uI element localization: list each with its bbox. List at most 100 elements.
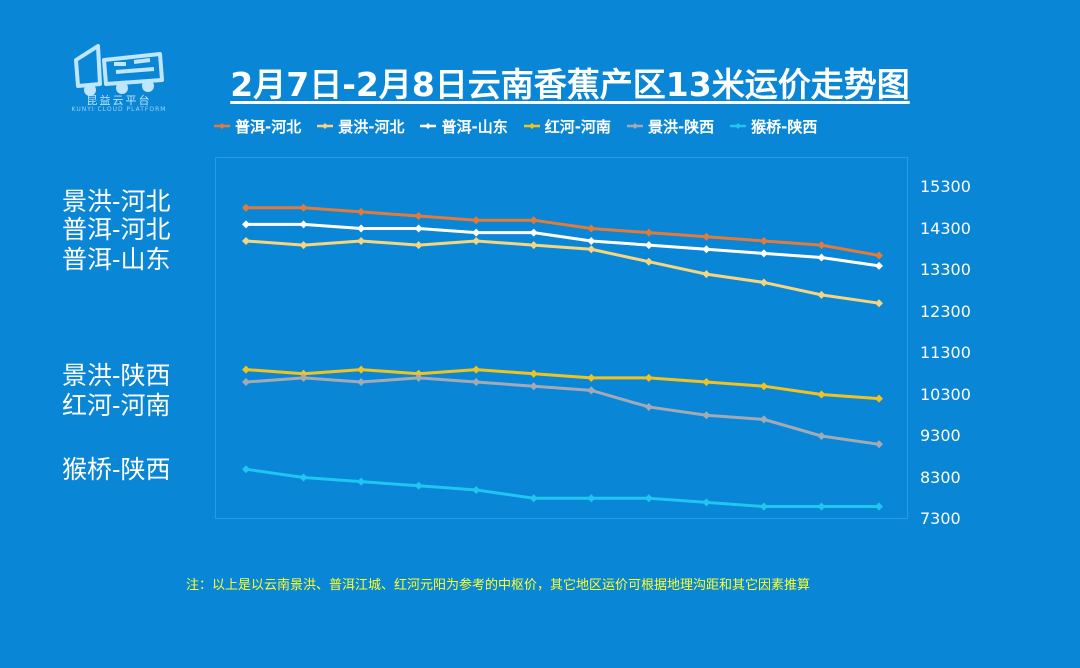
data-point bbox=[644, 228, 653, 237]
data-point bbox=[242, 236, 250, 245]
legend-label: 红河-河南 bbox=[544, 117, 611, 136]
data-point bbox=[357, 378, 366, 387]
series-line bbox=[245, 376, 880, 446]
data-point bbox=[529, 228, 538, 237]
data-point bbox=[644, 241, 653, 250]
legend-swatch bbox=[317, 123, 334, 129]
data-point bbox=[759, 236, 768, 245]
data-point bbox=[242, 203, 250, 212]
data-point bbox=[529, 369, 538, 378]
data-point bbox=[875, 299, 883, 308]
data-point bbox=[587, 224, 596, 233]
data-point bbox=[472, 228, 481, 237]
data-point bbox=[817, 241, 826, 250]
legend-item: 景洪-河北 bbox=[317, 116, 404, 137]
legend-swatch bbox=[420, 123, 437, 129]
truck-icon bbox=[74, 44, 164, 96]
data-point bbox=[242, 365, 250, 374]
y-tick-label: 10300 bbox=[920, 384, 971, 404]
data-point bbox=[817, 432, 826, 440]
legend-item: 猴桥-陕西 bbox=[730, 116, 817, 137]
plot-area bbox=[215, 157, 908, 519]
data-point bbox=[759, 502, 768, 511]
data-point bbox=[529, 216, 538, 225]
series-line bbox=[245, 239, 880, 305]
data-point bbox=[702, 270, 711, 279]
y-tick-label: 12300 bbox=[920, 301, 971, 321]
data-point bbox=[529, 241, 538, 250]
data-point bbox=[644, 257, 653, 266]
legend-item: 景洪-陕西 bbox=[626, 116, 715, 137]
legend-swatch bbox=[730, 123, 747, 129]
left-label-honghe-henan: 红河-河南 bbox=[62, 391, 171, 420]
data-point bbox=[644, 402, 653, 411]
data-point bbox=[357, 207, 366, 216]
left-label-jinghong-hebei: 景洪-河北 bbox=[62, 187, 171, 216]
chart-legend: 普洱-河北 景洪-河北 普洱-山东 红河-河南 景洪-陕西 猴桥-陕西 bbox=[214, 114, 924, 138]
y-tick-label: 14300 bbox=[920, 218, 971, 238]
data-point bbox=[414, 373, 423, 382]
data-point bbox=[817, 253, 826, 262]
legend-label: 普洱-山东 bbox=[441, 117, 508, 136]
data-point bbox=[817, 290, 826, 299]
data-point bbox=[299, 203, 308, 212]
data-point bbox=[817, 502, 826, 511]
data-point bbox=[702, 378, 711, 387]
data-point bbox=[529, 494, 538, 503]
data-point bbox=[587, 245, 596, 254]
data-point bbox=[242, 378, 250, 387]
data-point bbox=[875, 261, 883, 270]
data-point bbox=[414, 481, 423, 490]
data-point bbox=[529, 382, 538, 391]
data-point bbox=[587, 386, 596, 395]
data-point bbox=[759, 382, 768, 391]
series-4 bbox=[242, 373, 883, 449]
data-point bbox=[644, 373, 653, 382]
y-tick-label: 15300 bbox=[920, 177, 971, 196]
y-tick-label: 7300 bbox=[920, 509, 961, 528]
data-point bbox=[242, 220, 250, 229]
legend-label: 猴桥-陕西 bbox=[751, 117, 818, 136]
data-point bbox=[472, 378, 481, 387]
data-point bbox=[299, 473, 308, 482]
legend-swatch bbox=[523, 123, 540, 129]
data-point bbox=[242, 465, 250, 474]
data-point bbox=[587, 236, 596, 245]
legend-item: 红河-河南 bbox=[523, 116, 611, 137]
data-point bbox=[472, 236, 481, 245]
series-0 bbox=[242, 203, 883, 260]
data-point bbox=[875, 394, 883, 403]
data-point bbox=[472, 485, 481, 494]
series-3 bbox=[242, 365, 883, 403]
y-tick-label: 9300 bbox=[920, 426, 961, 445]
data-point bbox=[472, 365, 481, 374]
data-point bbox=[817, 390, 826, 399]
data-point bbox=[414, 369, 423, 378]
data-point bbox=[702, 411, 711, 420]
data-point bbox=[299, 369, 308, 378]
data-point bbox=[702, 245, 711, 254]
footnote: 注：以上是以云南景洪、普洱江城、红河元阳为参考的中枢价，其它地区运价可根据地理沟… bbox=[186, 578, 811, 593]
series-line bbox=[245, 467, 879, 509]
data-point bbox=[702, 232, 711, 241]
data-point bbox=[875, 251, 883, 260]
data-point bbox=[357, 236, 366, 245]
data-point bbox=[414, 224, 423, 233]
y-tick-label: 11300 bbox=[920, 343, 971, 362]
left-label-puer-shandong: 普洱-山东 bbox=[62, 245, 171, 274]
data-point bbox=[299, 220, 308, 229]
data-point bbox=[414, 212, 423, 221]
legend-item: 普洱-山东 bbox=[420, 116, 508, 137]
left-label-jinghong-shaanxi: 景洪-陕西 bbox=[62, 361, 171, 390]
legend-item: 普洱-河北 bbox=[214, 116, 301, 137]
legend-label: 普洱-河北 bbox=[235, 117, 302, 136]
data-point bbox=[472, 216, 481, 225]
data-point bbox=[357, 365, 366, 374]
data-point bbox=[357, 477, 366, 486]
series-line bbox=[246, 206, 880, 257]
data-point bbox=[702, 498, 711, 507]
y-tick-label: 13300 bbox=[920, 260, 971, 279]
chart-title: 2月7日-2月8日云南香蕉产区13米运价走势图 bbox=[230, 65, 910, 104]
legend-label: 景洪-陕西 bbox=[647, 117, 715, 136]
